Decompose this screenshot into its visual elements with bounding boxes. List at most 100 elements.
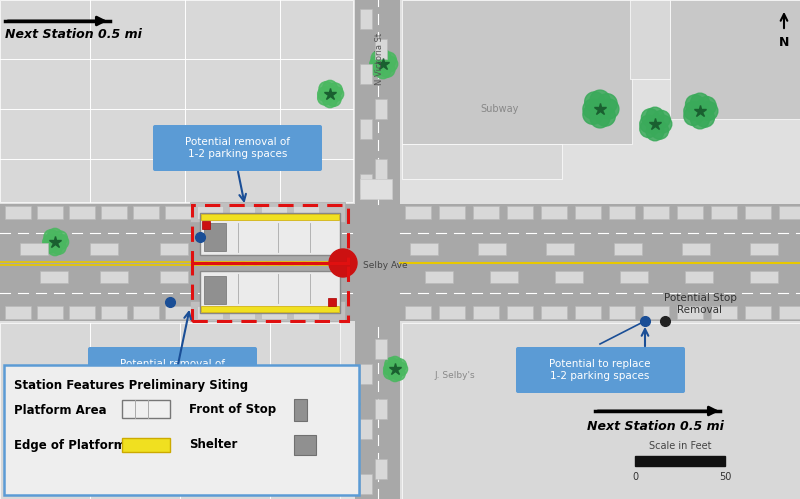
Bar: [160, 271, 188, 283]
Bar: [405, 306, 431, 319]
Circle shape: [690, 102, 710, 120]
Bar: [402, 144, 562, 179]
Circle shape: [342, 392, 354, 405]
Bar: [541, 306, 567, 319]
Bar: [630, 0, 670, 79]
Circle shape: [599, 99, 619, 119]
Bar: [750, 271, 778, 283]
Text: Potential Stop
Removal: Potential Stop Removal: [663, 293, 737, 315]
Text: Shelter: Shelter: [189, 439, 238, 452]
Circle shape: [583, 99, 602, 119]
Circle shape: [640, 115, 658, 133]
Circle shape: [389, 368, 402, 382]
Bar: [402, 297, 800, 319]
Circle shape: [598, 94, 617, 113]
Bar: [355, 0, 400, 499]
Circle shape: [590, 108, 610, 128]
Bar: [507, 206, 533, 219]
Text: Next Station 0.5 mi: Next Station 0.5 mi: [5, 27, 142, 40]
Circle shape: [646, 115, 664, 133]
Bar: [100, 271, 128, 283]
Text: N Victoria St: N Victoria St: [375, 33, 384, 85]
Bar: [133, 306, 159, 319]
Bar: [360, 64, 372, 84]
Bar: [541, 206, 567, 219]
Circle shape: [686, 95, 704, 114]
Circle shape: [323, 87, 337, 101]
Bar: [0, 204, 353, 226]
Bar: [682, 243, 710, 255]
Bar: [425, 271, 453, 283]
Bar: [40, 271, 68, 283]
Text: Potential to replace
1-2 parking spaces: Potential to replace 1-2 parking spaces: [550, 359, 650, 381]
Bar: [575, 206, 601, 219]
Bar: [201, 214, 339, 220]
Circle shape: [389, 356, 402, 370]
Bar: [360, 9, 372, 29]
Text: Front of Stop: Front of Stop: [189, 404, 276, 417]
Bar: [69, 206, 95, 219]
Bar: [620, 271, 648, 283]
Text: Selby Ave: Selby Ave: [363, 261, 408, 270]
Bar: [229, 306, 255, 319]
Bar: [200, 213, 340, 255]
Bar: [546, 243, 574, 255]
Circle shape: [646, 107, 664, 125]
Bar: [69, 306, 95, 319]
Circle shape: [389, 362, 402, 376]
Bar: [575, 306, 601, 319]
Bar: [220, 271, 248, 283]
Bar: [90, 243, 118, 255]
Bar: [360, 364, 372, 384]
Bar: [165, 206, 191, 219]
Bar: [197, 306, 223, 319]
FancyBboxPatch shape: [153, 125, 322, 171]
Bar: [0, 297, 353, 319]
Bar: [294, 435, 316, 455]
Circle shape: [338, 401, 350, 413]
Circle shape: [326, 92, 341, 106]
Bar: [745, 306, 771, 319]
Circle shape: [329, 249, 357, 277]
Bar: [261, 206, 287, 219]
Bar: [439, 306, 465, 319]
Bar: [643, 206, 669, 219]
Circle shape: [394, 362, 408, 376]
Bar: [711, 306, 737, 319]
Bar: [402, 323, 800, 499]
Circle shape: [381, 52, 396, 67]
Bar: [261, 306, 287, 319]
Bar: [375, 339, 387, 359]
Bar: [360, 474, 372, 494]
Bar: [190, 301, 345, 321]
Circle shape: [699, 102, 718, 120]
Bar: [375, 399, 387, 419]
Bar: [750, 243, 778, 255]
Circle shape: [318, 87, 332, 101]
Bar: [609, 306, 635, 319]
Bar: [122, 400, 170, 418]
Circle shape: [375, 63, 390, 79]
Circle shape: [583, 104, 602, 124]
FancyBboxPatch shape: [516, 347, 685, 393]
Bar: [192, 263, 348, 321]
Circle shape: [54, 235, 69, 249]
Circle shape: [654, 115, 672, 133]
Bar: [5, 206, 31, 219]
Bar: [473, 306, 499, 319]
Bar: [197, 206, 223, 219]
Circle shape: [382, 56, 398, 72]
Circle shape: [319, 82, 334, 96]
Circle shape: [42, 239, 57, 253]
Bar: [0, 323, 340, 499]
Circle shape: [690, 110, 710, 129]
Bar: [375, 39, 387, 59]
Circle shape: [684, 102, 702, 120]
Bar: [229, 206, 255, 219]
Bar: [293, 206, 319, 219]
Circle shape: [346, 402, 358, 415]
Circle shape: [640, 120, 658, 138]
Bar: [230, 243, 258, 255]
FancyBboxPatch shape: [88, 347, 257, 393]
Bar: [685, 271, 713, 283]
